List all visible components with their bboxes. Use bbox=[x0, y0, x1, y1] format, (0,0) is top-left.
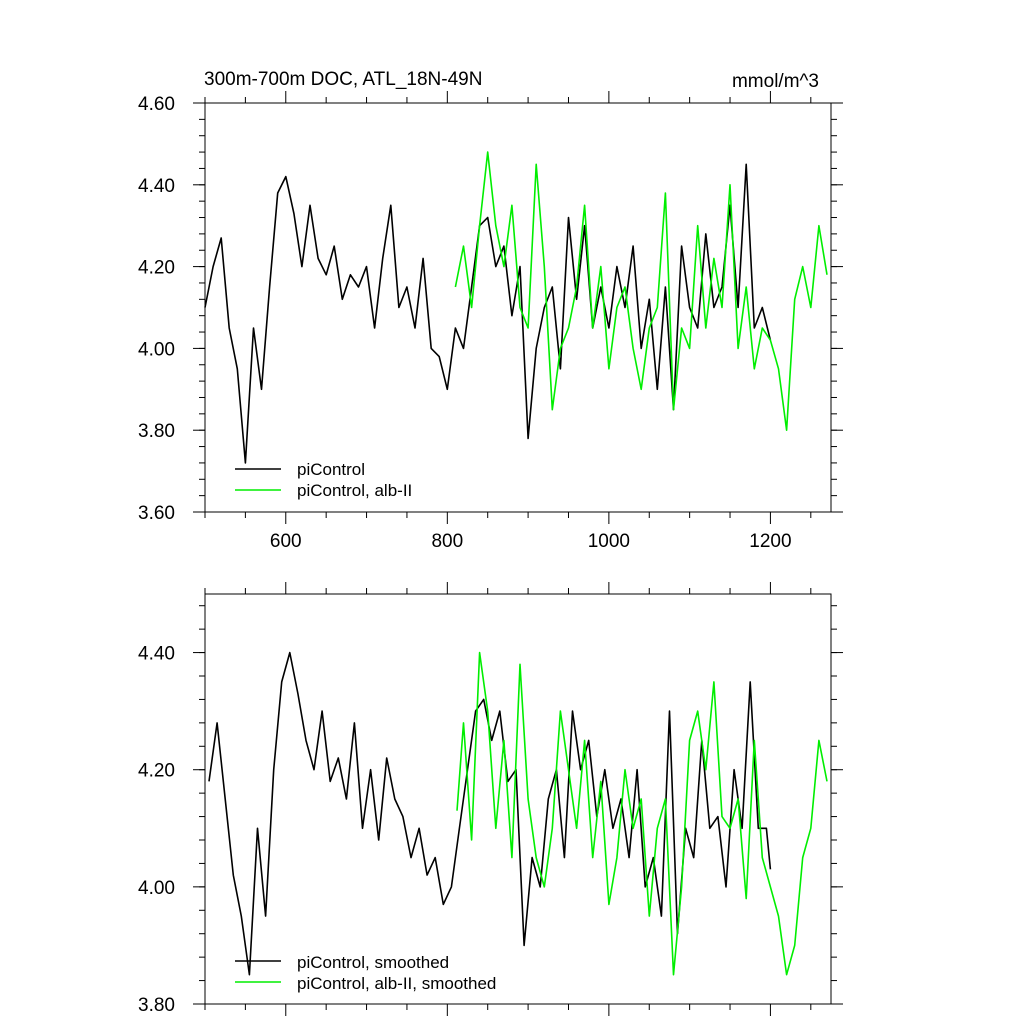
bottom-panel-frame bbox=[204, 593, 832, 1005]
x-tick-label: 600 bbox=[270, 531, 302, 552]
bottom-panel-legend: piControl, smoothed piControl, alb-II, s… bbox=[235, 953, 496, 993]
x-tick-label: 1200 bbox=[749, 531, 791, 552]
x-tick-label: 1000 bbox=[588, 531, 630, 552]
y-tick-label: 4.40 bbox=[138, 176, 175, 197]
y-tick-label: 4.60 bbox=[138, 94, 175, 115]
top-panel-series bbox=[204, 151, 828, 464]
y-tick-label: 4.40 bbox=[138, 644, 175, 665]
legend-label-picontrol-alb-ii: piControl, alb-II bbox=[297, 481, 412, 500]
legend-label-picontrol-alb-ii-smoothed: piControl, alb-II, smoothed bbox=[297, 974, 496, 993]
top-panel-units: mmol/m^3 bbox=[732, 71, 819, 92]
series-line-picontrol-alb-ii bbox=[454, 151, 828, 432]
y-tick-label: 3.60 bbox=[138, 503, 175, 524]
y-tick-label: 4.20 bbox=[138, 258, 175, 279]
bottom-panel-series bbox=[208, 651, 828, 976]
top-panel: 300m-700m DOC, ATL_18N-49N mmol/m^3 3.60… bbox=[138, 69, 843, 552]
y-tick-label: 4.00 bbox=[138, 339, 175, 360]
top-panel-ticks: 3.60 3.80 4.00 4.20 4.40 4.60 600 800 1000 1200 bbox=[138, 91, 843, 552]
bottom-panel: 3.80 4.00 4.20 4.40 piControl, smoothed piC… bbox=[138, 582, 843, 1016]
y-tick-label: 4.00 bbox=[138, 878, 175, 899]
legend-label-picontrol-smoothed: piControl, smoothed bbox=[297, 953, 449, 972]
bottom-panel-ticks: 3.80 4.00 4.20 4.40 bbox=[138, 582, 843, 1016]
y-tick-label: 3.80 bbox=[138, 995, 175, 1016]
series-line-picontrol-alb-ii-smoothed bbox=[456, 651, 828, 976]
legend-label-picontrol: piControl bbox=[297, 460, 365, 479]
series-line-picontrol bbox=[204, 163, 772, 464]
y-tick-label: 3.80 bbox=[138, 421, 175, 442]
x-tick-label: 800 bbox=[431, 531, 463, 552]
top-panel-title: 300m-700m DOC, ATL_18N-49N bbox=[204, 69, 482, 90]
y-tick-label: 4.20 bbox=[138, 761, 175, 782]
top-panel-legend: piControl piControl, alb-II bbox=[235, 460, 412, 500]
